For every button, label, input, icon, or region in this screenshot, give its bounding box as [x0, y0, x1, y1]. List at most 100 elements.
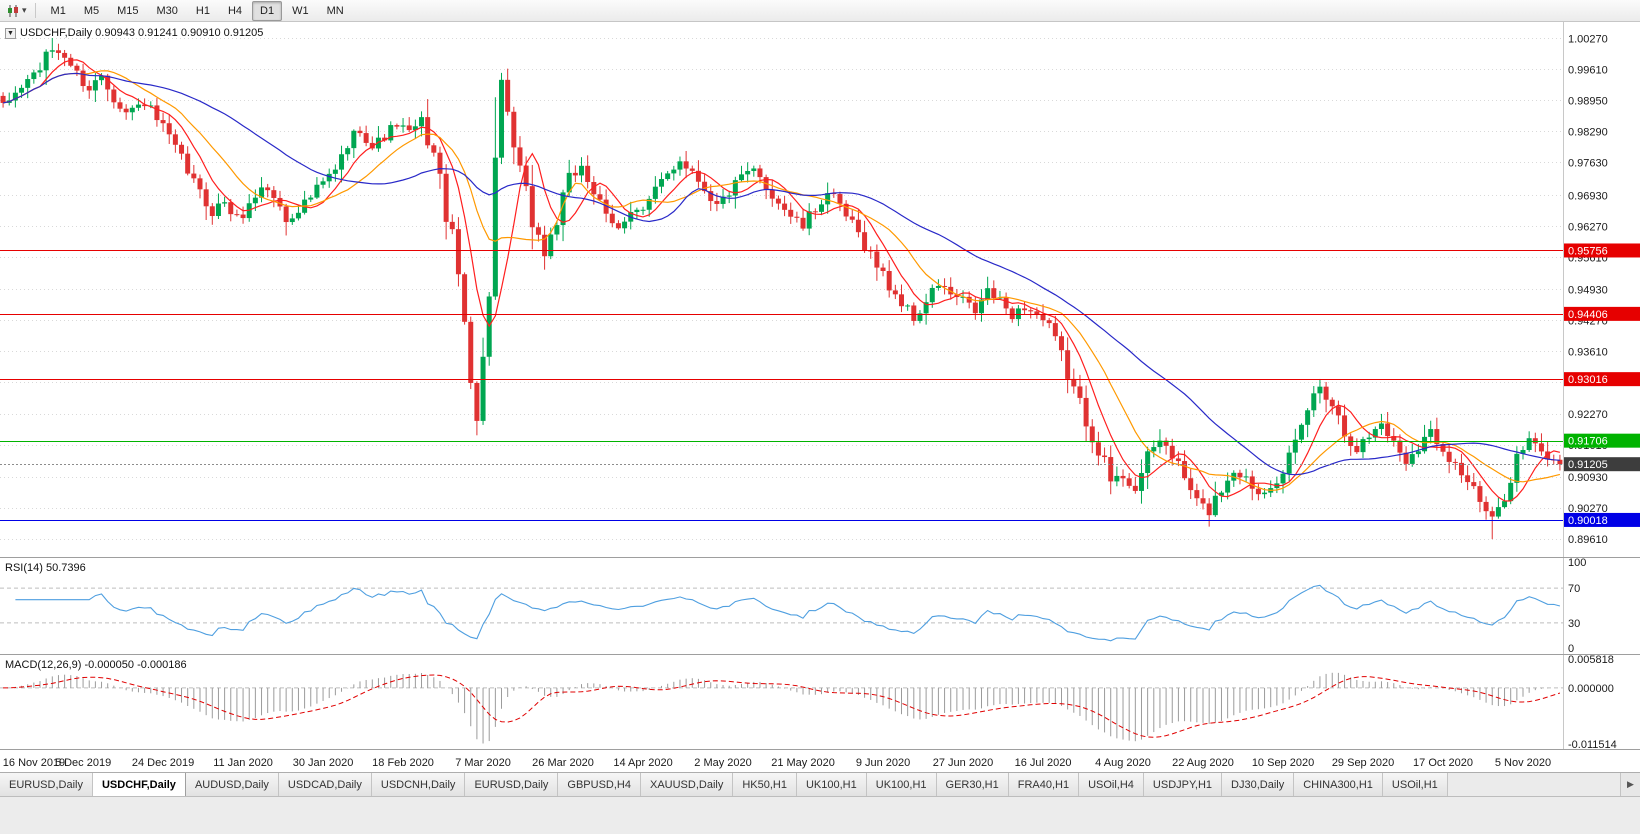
chart-tab-audusd-daily[interactable]: AUDUSD,Daily	[185, 773, 279, 796]
chart-tab-usoil-h1[interactable]: USOil,H1	[1382, 773, 1448, 796]
svg-text:10 Sep 2020: 10 Sep 2020	[1252, 757, 1314, 769]
svg-text:0.91706: 0.91706	[1568, 436, 1608, 448]
price-level-tag: 0.93016	[1564, 372, 1640, 387]
chart-tab-uk100-h1[interactable]: UK100,H1	[866, 773, 937, 796]
timeframe-button-m30[interactable]: M30	[156, 4, 178, 17]
chart-ohlc-values: 0.90943 0.91241 0.90910 0.91205	[92, 27, 264, 39]
svg-text:27 Jun 2020: 27 Jun 2020	[933, 757, 994, 769]
chart-tab-fra40-h1[interactable]: FRA40,H1	[1008, 773, 1080, 796]
timeframe-button-m5[interactable]: M5	[83, 4, 100, 17]
chart-tab-hk50-h1[interactable]: HK50,H1	[733, 773, 797, 796]
timeframe-button-mn[interactable]: MN	[326, 4, 344, 17]
chart-symbol-label: USDCHF,Daily	[20, 27, 93, 39]
svg-text:24 Dec 2019: 24 Dec 2019	[132, 757, 194, 769]
svg-text:0.97630: 0.97630	[1568, 157, 1608, 169]
svg-text:14 Apr 2020: 14 Apr 2020	[613, 757, 672, 769]
svg-text:7 Mar 2020: 7 Mar 2020	[455, 757, 511, 769]
svg-text:16 Nov 2019: 16 Nov 2019	[3, 757, 65, 769]
candlesticks	[0, 38, 1563, 540]
price-level-tag: 0.94406	[1564, 306, 1640, 321]
chart-tab-usdcad-daily[interactable]: USDCAD,Daily	[278, 773, 372, 796]
chart-tab-xauusd-daily[interactable]: XAUUSD,Daily	[640, 773, 734, 796]
svg-text:0.93610: 0.93610	[1568, 346, 1608, 358]
svg-text:11 Jan 2020: 11 Jan 2020	[213, 757, 273, 769]
svg-text:0.94930: 0.94930	[1568, 284, 1608, 296]
svg-text:5 Nov 2020: 5 Nov 2020	[1495, 757, 1551, 769]
chart-tab-gbpusd-h4[interactable]: GBPUSD,H4	[558, 773, 641, 796]
macd-axis-label: -0.011514	[1568, 739, 1617, 751]
toolbar-separator	[34, 3, 36, 18]
macd-signal-line	[3, 674, 1561, 738]
rsi-axis-label: 100	[1568, 557, 1586, 569]
svg-text:1.00270: 1.00270	[1568, 33, 1608, 45]
rsi-axis-label: 30	[1568, 618, 1580, 630]
svg-text:0.96270: 0.96270	[1568, 221, 1608, 233]
chart-tab-bar: EURUSD,Daily USDCHF,Daily AUDUSD,Daily USDC…	[0, 772, 1640, 796]
chart-tab-eurusd-daily[interactable]: EURUSD,Daily	[0, 773, 93, 796]
timeframe-button-m1[interactable]: M1	[50, 4, 66, 17]
macd-axis-label: 0.005818	[1568, 654, 1614, 666]
macd-axis-label: 0.000000	[1568, 683, 1614, 695]
chart-tab-usdjpy-h1[interactable]: USDJPY,H1	[1143, 773, 1223, 796]
timeframe-toolbar: ▾ M1 M5 M15 M30 H1 H4 D1 W1 MN	[0, 0, 1640, 22]
chart-tab-usoil-h4[interactable]: USOil,H4	[1079, 773, 1144, 796]
chart-canvas[interactable]: 1.00270 0.99610 0.98950 0.98290 0.97630 0.969…	[0, 22, 1640, 772]
rsi-axis-label: 0	[1568, 643, 1574, 655]
moving-average-line-14	[2, 70, 1561, 492]
svg-text:17 Oct 2020: 17 Oct 2020	[1413, 757, 1473, 769]
macd-histogram	[8, 672, 1561, 744]
svg-text:0.90930: 0.90930	[1568, 472, 1608, 484]
svg-text:0.90270: 0.90270	[1568, 503, 1608, 515]
rsi-line	[15, 584, 1561, 642]
svg-text:0.99610: 0.99610	[1568, 64, 1608, 76]
svg-text:22 Aug 2020: 22 Aug 2020	[1172, 757, 1234, 769]
chart-tab-uk100-h1[interactable]: UK100,H1	[796, 773, 867, 796]
chart-tab-dj30-daily[interactable]: DJ30,Daily	[1222, 773, 1295, 796]
rsi-indicator-label: RSI(14) 50.7396	[5, 562, 86, 574]
svg-text:0.94406: 0.94406	[1568, 309, 1608, 321]
price-level-tag: 0.91706	[1564, 433, 1640, 448]
chart-tabs: EURUSD,Daily USDCHF,Daily AUDUSD,Daily USDC…	[0, 773, 1620, 796]
svg-text:0.96930: 0.96930	[1568, 190, 1608, 202]
timeframe-button-m15[interactable]: M15	[117, 4, 139, 17]
svg-text:2 May 2020: 2 May 2020	[694, 757, 751, 769]
svg-text:0.98950: 0.98950	[1568, 95, 1608, 107]
rsi-axis-label: 70	[1568, 583, 1580, 595]
moving-average-line-7	[2, 59, 1561, 502]
chart-tab-china300-h1[interactable]: CHINA300,H1	[1294, 773, 1383, 796]
chart-collapse-icon[interactable]: ▼	[5, 27, 16, 39]
svg-text:21 May 2020: 21 May 2020	[771, 757, 835, 769]
chart-tab-eurusd-daily[interactable]: EURUSD,Daily	[465, 773, 559, 796]
timeframe-button-w1[interactable]: W1	[292, 4, 309, 17]
chart-tab-ger30-h1[interactable]: GER30,H1	[936, 773, 1009, 796]
svg-text:4 Aug 2020: 4 Aug 2020	[1095, 757, 1151, 769]
svg-text:16 Jul 2020: 16 Jul 2020	[1015, 757, 1072, 769]
chart-tab-usdchf-daily[interactable]: USDCHF,Daily	[92, 773, 186, 796]
chart-tab-usdcnh-daily[interactable]: USDCNH,Daily	[371, 773, 466, 796]
timeframe-button-d1[interactable]: D1	[252, 0, 283, 21]
chart-type-icon[interactable]	[4, 3, 22, 19]
horizontal-level-lines[interactable]	[0, 250, 1563, 521]
svg-text:29 Sep 2020: 29 Sep 2020	[1332, 757, 1394, 769]
svg-text:0.89610: 0.89610	[1568, 534, 1608, 546]
price-level-tag: 0.95756	[1564, 243, 1640, 258]
moving-average-line-34	[2, 72, 1560, 476]
current-price-tag: 0.91205	[1564, 457, 1640, 472]
svg-text:0.98290: 0.98290	[1568, 126, 1608, 138]
svg-text:9 Jun 2020: 9 Jun 2020	[856, 757, 910, 769]
price-level-tag: 0.90018	[1564, 512, 1640, 527]
svg-text:5 Dec 2019: 5 Dec 2019	[55, 757, 111, 769]
chart-window: 1.00270 0.99610 0.98950 0.98290 0.97630 0.969…	[0, 22, 1640, 772]
timeframe-button-h4[interactable]: H4	[227, 4, 243, 17]
svg-text:0.91205: 0.91205	[1568, 459, 1608, 471]
tab-scroll-right-button[interactable]: ▶	[1620, 773, 1640, 796]
svg-text:0.90018: 0.90018	[1568, 515, 1608, 527]
price-gridlines	[0, 38, 1563, 540]
timeframe-button-h1[interactable]: H1	[195, 4, 210, 17]
chart-title: ▼ USDCHF,Daily 0.90943 0.91241 0.90910 0.…	[5, 27, 263, 39]
dropdown-caret-icon[interactable]: ▾	[22, 5, 27, 15]
svg-text:30 Jan 2020: 30 Jan 2020	[293, 757, 354, 769]
svg-text:18 Feb 2020: 18 Feb 2020	[372, 757, 434, 769]
